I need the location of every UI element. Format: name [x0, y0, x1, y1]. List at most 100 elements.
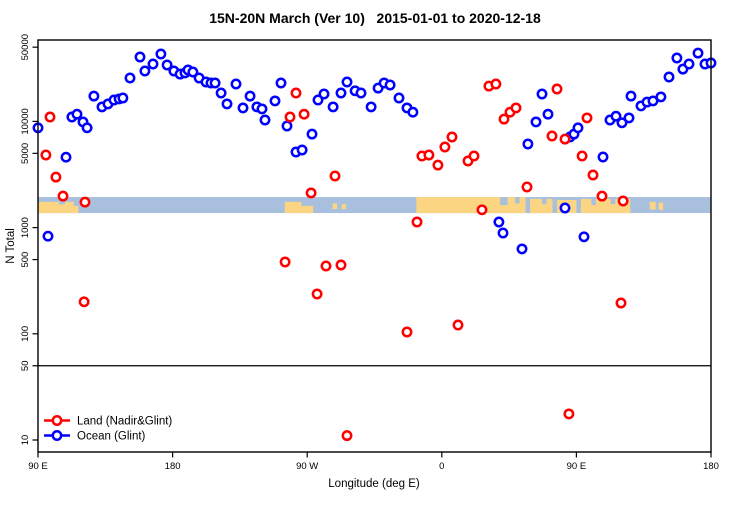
- ocean-data-point: [221, 98, 233, 110]
- map-band-land-segment: [38, 201, 74, 214]
- legend-land-label: Land (Nadir&Glint): [77, 416, 172, 428]
- ocean-data-point: [572, 122, 584, 134]
- map-band-land-segment: [284, 201, 302, 214]
- land-data-point: [78, 296, 90, 308]
- land-data-point: [341, 430, 353, 442]
- land-data-point: [596, 190, 608, 202]
- land-data-point: [587, 169, 599, 181]
- land-data-point: [468, 150, 480, 162]
- ocean-data-point: [407, 106, 419, 118]
- ocean-data-point: [327, 101, 339, 113]
- ocean-data-point: [161, 59, 173, 71]
- land-data-point: [432, 159, 444, 171]
- land-data-point: [320, 260, 332, 272]
- land-data-point: [298, 108, 310, 120]
- map-band-land-segment: [416, 197, 526, 214]
- ocean-data-point: [610, 110, 622, 122]
- ocean-data-point: [692, 47, 704, 59]
- map-band-land-segment: [301, 205, 314, 214]
- land-data-point: [44, 111, 56, 123]
- ocean-data-point: [318, 88, 330, 100]
- ocean-data-point: [256, 103, 268, 115]
- land-data-point: [452, 319, 464, 331]
- map-band-ocean-notch: [542, 197, 547, 205]
- ocean-data-point: [542, 108, 554, 120]
- ocean-data-point: [259, 114, 271, 126]
- ocean-data-point: [269, 95, 281, 107]
- land-data-point: [335, 259, 347, 271]
- legend-land-marker-icon: [51, 415, 63, 426]
- land-data-point: [329, 170, 341, 182]
- map-band-ocean-notch: [500, 197, 508, 206]
- y-tick-label: 50000: [20, 34, 31, 60]
- y-tick-label: 100: [20, 326, 31, 342]
- ocean-data-point: [522, 138, 534, 150]
- ocean-data-point: [60, 151, 72, 163]
- ocean-data-point: [187, 66, 199, 78]
- ocean-data-point: [244, 90, 256, 102]
- ocean-data-point: [71, 108, 83, 120]
- ocean-data-point: [139, 65, 151, 77]
- legend-ocean-marker-icon: [51, 430, 63, 441]
- axes: 90 E 180 90 W 0 90 E 180 50000 10000 5000 1000 500…: [20, 34, 719, 472]
- land-data-point: [290, 87, 302, 99]
- ocean-data-point: [306, 128, 318, 140]
- x-tick-label: 180: [165, 461, 181, 472]
- ocean-data-point: [516, 243, 528, 255]
- ocean-data-point: [536, 88, 548, 100]
- land-data-point: [476, 204, 488, 216]
- y-tick-label: 10000: [20, 108, 31, 134]
- map-band-ocean-notch: [591, 197, 596, 206]
- ocean-data-point: [365, 101, 377, 113]
- ocean-data-point: [497, 227, 509, 239]
- ocean-data-point: [134, 51, 146, 63]
- ocean-data-point: [393, 92, 405, 104]
- ocean-data-point: [683, 58, 695, 70]
- ocean-data-point: [578, 231, 590, 243]
- ocean-data-point: [81, 122, 93, 134]
- ocean-data-point: [597, 151, 609, 163]
- ocean-data-point: [124, 72, 136, 84]
- land-data-point: [57, 190, 69, 202]
- land-data-point: [423, 149, 435, 161]
- map-band-land-segment: [73, 205, 79, 214]
- ocean-data-point: [663, 71, 675, 83]
- ocean-data-point: [384, 79, 396, 91]
- ocean-data-point: [117, 92, 129, 104]
- land-data-point: [615, 297, 627, 309]
- land-data-point: [576, 150, 588, 162]
- ocean-data-point: [147, 58, 159, 70]
- ocean-data-point: [275, 77, 287, 89]
- ocean-data-point: [312, 94, 324, 106]
- ocean-data-point: [625, 90, 637, 102]
- map-band-land-segment: [332, 203, 338, 210]
- ocean-data-point: [335, 87, 347, 99]
- x-axis-label: Longitude (deg E): [328, 478, 420, 490]
- land-data-point: [521, 181, 533, 193]
- ocean-data-point: [559, 202, 571, 214]
- land-data-point: [279, 256, 291, 268]
- land-data-point: [510, 102, 522, 114]
- land-data-point: [79, 196, 91, 208]
- map-band-ocean-notch: [610, 197, 616, 205]
- ocean-data-point: [215, 87, 227, 99]
- map-band-land-segment: [658, 202, 664, 210]
- x-tick-label: 90 W: [296, 461, 318, 472]
- ocean-data-point: [355, 87, 367, 99]
- y-tick-label: 5000: [20, 143, 31, 164]
- ocean-data-point: [281, 120, 293, 132]
- map-band-ocean-notch: [515, 197, 520, 204]
- land-data-point: [439, 141, 451, 153]
- chart-title: 15N-20N March (Ver 10) 2015-01-01 to 202…: [209, 10, 541, 26]
- land-data-point: [50, 171, 62, 183]
- y-tick-label: 50: [20, 360, 31, 371]
- data-points: [32, 47, 717, 442]
- map-band-land-segment: [530, 198, 553, 214]
- land-data-point: [446, 131, 458, 143]
- land-data-point: [284, 111, 296, 123]
- land-data-point: [559, 133, 571, 145]
- ocean-data-point: [155, 48, 167, 60]
- ocean-data-point: [493, 216, 505, 228]
- y-axis-label: N Total: [5, 228, 17, 264]
